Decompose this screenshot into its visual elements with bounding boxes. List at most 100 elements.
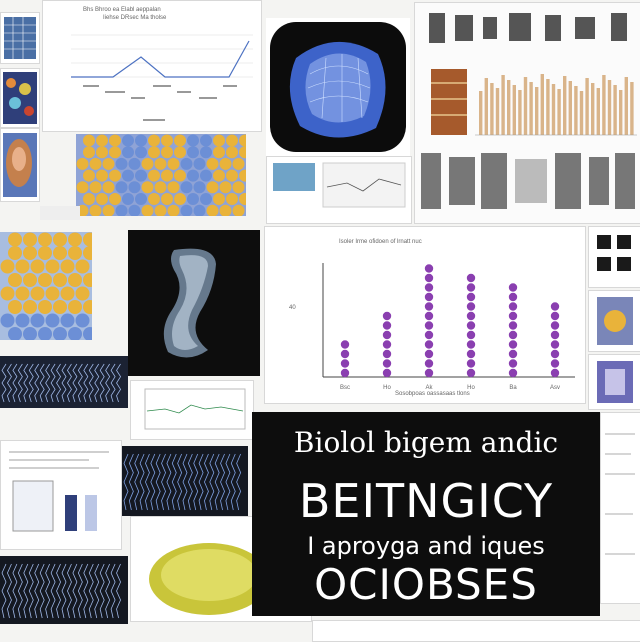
cell-blob	[75, 286, 90, 301]
mini-bar	[613, 85, 617, 135]
wave-trace	[214, 453, 220, 511]
wave-trace	[7, 563, 12, 619]
wave-trace	[61, 363, 67, 403]
wave-trace	[23, 363, 29, 403]
dot-mark	[550, 349, 560, 359]
wave-trace	[50, 563, 56, 619]
cell-blob	[167, 204, 180, 216]
thumb-colorful-micrograph	[0, 68, 40, 128]
wave-trace	[45, 563, 51, 619]
mini-bar	[624, 77, 628, 135]
wave-trace	[187, 453, 193, 511]
dot-chart-xtick: Ak	[425, 385, 433, 391]
dot-mark	[340, 340, 350, 349]
thumb-data-grid	[0, 12, 40, 64]
cell-blob	[0, 286, 15, 301]
dot-mark	[508, 321, 518, 330]
cell-blob	[115, 157, 128, 170]
cell-blob	[193, 181, 206, 194]
wave-trace	[83, 363, 89, 403]
cell-blob	[187, 134, 199, 147]
cell-blob	[15, 313, 30, 328]
cell-blob	[122, 134, 134, 147]
cell-blob	[83, 300, 92, 314]
dot-mark	[466, 302, 476, 311]
wave-trace	[34, 563, 40, 619]
cell-blob	[161, 193, 173, 205]
mini-bar	[535, 87, 539, 135]
wave-trace	[61, 563, 67, 619]
mini-bar	[529, 82, 533, 135]
cell-blob	[239, 193, 246, 205]
cell-blob	[200, 169, 212, 182]
cell-blob	[38, 232, 52, 247]
dot-mark	[508, 292, 518, 302]
cell-blob	[161, 134, 173, 147]
thumb-right-1	[588, 226, 640, 288]
cell-blob	[38, 246, 52, 260]
cell-blob	[89, 181, 102, 194]
cell-blob	[187, 193, 199, 205]
wave-trace	[116, 363, 122, 403]
mini-bar	[607, 80, 612, 135]
cell-blob	[122, 193, 134, 205]
cell-blob	[122, 169, 134, 182]
cell-blob	[135, 169, 147, 182]
title-banner: Biolol bigem andic BEITNGICY I aproyga a…	[252, 412, 600, 616]
cell-blob	[23, 246, 37, 260]
bottom-left-document	[0, 440, 122, 550]
bottom-right-document	[600, 412, 640, 604]
cell-blob	[154, 181, 167, 194]
wave-trace	[77, 363, 83, 403]
dot-mark	[340, 368, 350, 378]
cell-blob	[96, 134, 108, 147]
mini-bar	[495, 88, 500, 135]
cell-blob	[83, 193, 95, 205]
cell-blob	[102, 181, 115, 194]
cell-blob	[148, 134, 160, 147]
wave-trace	[88, 363, 94, 403]
mini-bar	[540, 74, 544, 135]
wave-trace	[150, 453, 156, 511]
cell-blob	[15, 259, 30, 274]
wave-trace	[182, 453, 188, 511]
cell-blob	[83, 232, 92, 247]
wave-trace	[1, 363, 7, 403]
cell-blob	[141, 157, 154, 170]
dot-mark	[382, 321, 392, 330]
cell-blob	[38, 327, 52, 340]
cell-blob	[135, 134, 147, 147]
cell-blob	[128, 181, 141, 194]
cell-blob	[174, 146, 186, 159]
mini-bar	[490, 83, 494, 135]
bottom-strip	[312, 620, 640, 642]
3d-organ-render	[266, 18, 410, 156]
cell-blob	[75, 259, 90, 274]
cell-blob	[206, 181, 219, 194]
cell-blob	[161, 146, 173, 159]
dot-mark	[550, 321, 560, 330]
dot-mark	[424, 321, 434, 330]
dot-mark	[466, 368, 476, 378]
dot-chart-ytick: 40	[289, 305, 296, 311]
cell-blob	[53, 300, 67, 314]
dot-chart-xtick: Ho	[383, 385, 391, 391]
cell-blob	[60, 286, 75, 301]
cell-blob	[45, 259, 60, 274]
wave-trace	[123, 453, 129, 511]
dot-mark	[424, 368, 434, 378]
3d-tubular-organ	[128, 230, 260, 376]
cell-blob	[193, 157, 206, 170]
wave-trace	[145, 453, 150, 511]
cell-blob	[128, 157, 141, 170]
mini-bar	[551, 84, 556, 135]
wave-trace	[12, 563, 18, 619]
wave-trace	[139, 453, 145, 511]
wave-trace	[230, 453, 236, 511]
cell-blob	[109, 134, 121, 147]
cell-blob	[53, 327, 67, 340]
wave-trace	[177, 453, 183, 511]
wave-trace	[105, 363, 111, 403]
cell-blob	[135, 146, 147, 159]
cell-blob	[167, 157, 180, 170]
